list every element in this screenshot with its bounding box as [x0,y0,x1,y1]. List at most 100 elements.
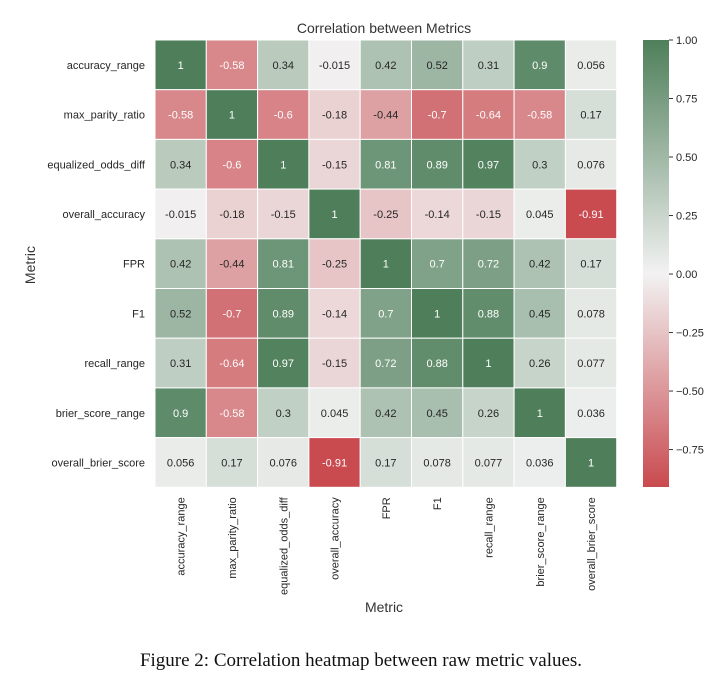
cell-value-label: 0.7 [430,259,445,271]
heatmap-cell [205,337,259,389]
heatmap-cell [154,337,207,389]
heatmap-cell [359,89,413,140]
cell-value-label: 0.077 [475,457,503,469]
cell-value-label: 1 [383,259,389,271]
cell-value-label: -0.25 [373,209,398,221]
heatmap-cell [359,387,413,439]
cell-value-label: 0.97 [273,358,294,370]
heatmap-cell [411,387,464,439]
cell-value-label: 0.42 [375,408,396,420]
heatmap-cell [411,437,464,488]
cell-value-label: 0.97 [478,159,499,171]
cell-value-label: 1 [485,358,491,370]
heatmap-cell [411,39,464,91]
heatmap-cell [205,437,259,488]
cell-value-label: -0.14 [322,308,347,320]
heatmap-cell [411,288,464,339]
heatmap-cell [308,238,361,290]
cell-value-label: 1 [537,408,543,420]
cell-value-label: 0.17 [221,457,242,469]
cell-value-label: 0.3 [532,159,547,171]
x-tick-label: FPR [381,497,393,519]
y-tick-label: brier_score_range [56,408,145,420]
cell-value-label: 0.036 [577,408,605,420]
x-tick-labels: accuracy_range max_parity_ratio equalized_… [176,496,598,595]
heatmap-cell [257,238,310,290]
heatmap-cell [462,89,515,140]
cell-value-label: 0.42 [529,259,550,271]
cell-value-label: 0.078 [423,457,451,469]
cell-value-label: 0.3 [276,408,291,420]
cell-value-label: 0.17 [580,110,601,122]
heatmap-cell [359,138,413,190]
colorbar-ticks: 1.00 0.75 0.50 0.25 0.00 −0.25 −0.50 −0.75 [669,35,704,457]
heatmap-cell [564,288,618,339]
colorbar-tick-label: 0.00 [676,269,697,281]
cell-value-label: 0.31 [170,358,191,370]
heatmap-cell [205,138,259,190]
cell-value-label: 1 [588,457,594,469]
y-tick-label: recall_range [84,358,145,370]
heatmap-cell [564,188,618,240]
cell-value-label: 1 [229,110,235,122]
cell-value-label: 0.056 [167,457,195,469]
y-tick-label: max_parity_ratio [64,110,145,122]
cell-value-label: 1 [331,209,337,221]
cell-value-label: 0.7 [378,308,393,320]
cell-value-label: -0.15 [322,159,347,171]
cell-value-label: -0.7 [428,110,447,122]
heatmap-cells: 1 -0.58 0.34 -0.015 0.42 0.52 0.31 0.9 0.056-0.5… [154,39,618,488]
heatmap-cell [257,288,310,339]
colorbar-tick-label: −0.75 [676,445,704,457]
x-tick-label: max_parity_ratio [227,497,239,578]
y-axis-label: Metric [22,246,38,284]
cell-value-label: -0.15 [271,209,296,221]
cell-value-label: 0.42 [170,259,191,271]
heatmap-cell [154,238,207,290]
cell-value-label: -0.15 [322,358,347,370]
cell-value-label: 1 [178,60,184,72]
y-tick-label: overall_accuracy [62,209,145,221]
figure-caption: Figure 2: Correlation heatmap between ra… [139,650,583,671]
cell-value-label: -0.64 [219,358,244,370]
cell-value-label: 0.076 [269,457,297,469]
cell-value-label: -0.25 [322,259,347,271]
cell-value-label: -0.015 [319,60,350,72]
colorbar-tick-label: 1.00 [676,35,697,47]
cell-value-label: 1 [434,308,440,320]
cell-value-label: 0.076 [577,159,605,171]
cell-value-label: -0.015 [165,209,196,221]
cell-value-label: -0.18 [322,110,347,122]
heatmap-cell [564,238,618,290]
heatmap-cell [564,387,618,439]
cell-value-label: 0.72 [375,358,396,370]
cell-value-label: 0.52 [426,60,447,72]
cell-value-label: -0.44 [373,110,398,122]
heatmap-cell [205,288,259,339]
heatmap-cell [308,437,361,488]
heatmap-cell [462,337,515,389]
y-tick-label: accuracy_range [67,60,145,72]
colorbar-tick-label: −0.25 [676,328,704,340]
heatmap-cell [411,238,464,290]
heatmap-cell [359,437,413,488]
colorbar [643,40,669,487]
y-tick-label: F1 [132,308,145,320]
cell-value-label: 0.72 [478,259,499,271]
heatmap-cell [257,89,310,140]
cell-value-label: 0.34 [273,60,294,72]
heatmap-cell [513,288,566,339]
x-tick-label: recall_range [483,497,495,558]
y-tick-label: equalized_odds_diff [47,159,146,171]
cell-value-label: -0.58 [168,110,193,122]
cell-value-label: 0.34 [170,159,191,171]
heatmap-cell [154,138,207,190]
heatmap-cell [205,188,259,240]
heatmap-cell [462,238,515,290]
cell-value-label: -0.18 [219,209,244,221]
cell-value-label: -0.91 [579,209,604,221]
cell-value-label: 0.88 [478,308,499,320]
heatmap-cell [257,138,310,190]
cell-value-label: 0.9 [173,408,188,420]
